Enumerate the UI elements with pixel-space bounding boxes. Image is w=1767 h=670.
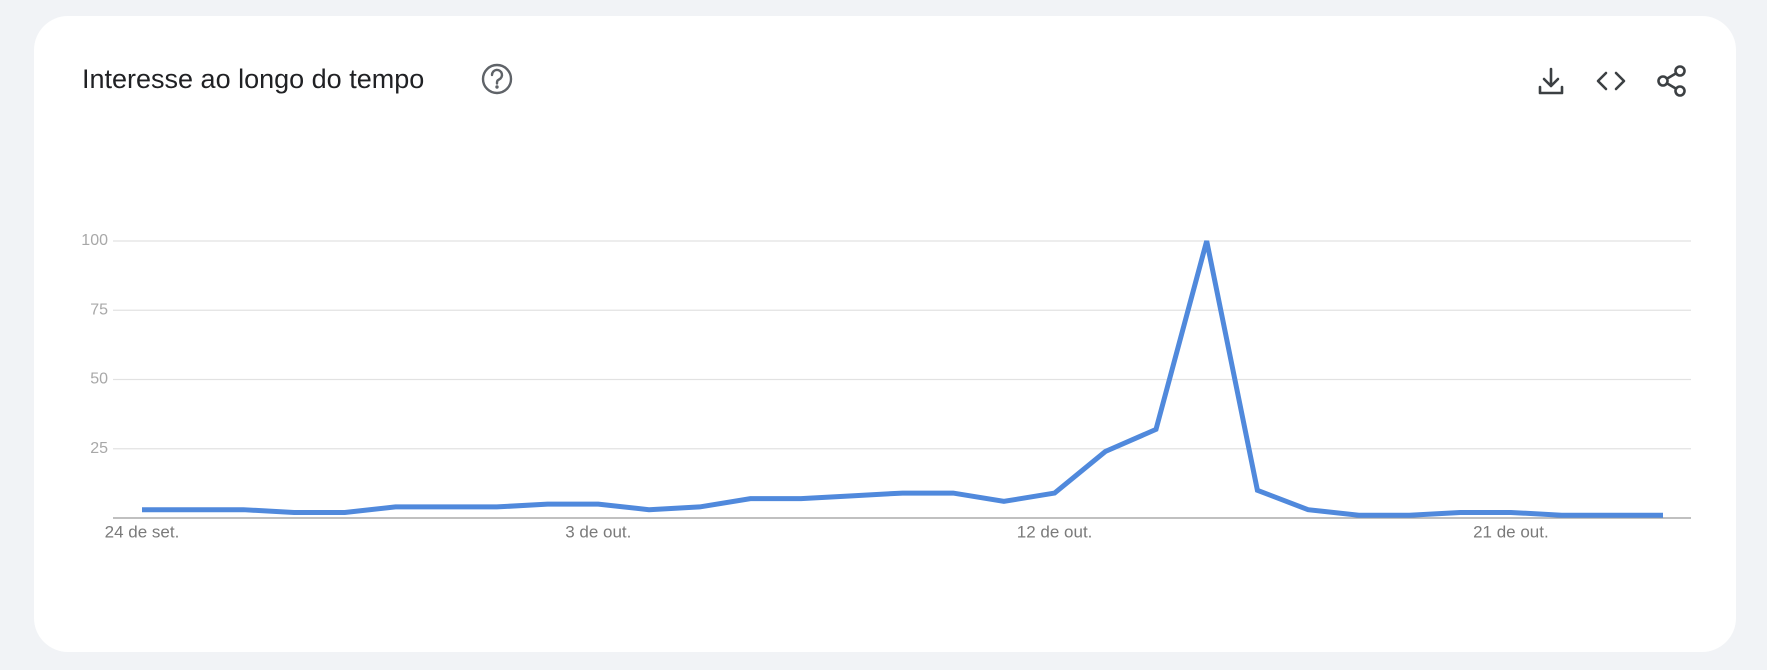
- y-tick-label: 75: [90, 301, 108, 318]
- x-tick-label: 24 de set.: [105, 522, 180, 541]
- x-tick-label: 3 de out.: [565, 522, 631, 541]
- y-tick-label: 25: [90, 440, 108, 457]
- y-tick-label: 50: [90, 371, 108, 388]
- card: [34, 16, 1736, 652]
- help-icon[interactable]: [481, 63, 513, 95]
- line-series: [142, 240, 1663, 518]
- embed-icon[interactable]: [1596, 71, 1626, 91]
- share-icon[interactable]: [1657, 65, 1686, 97]
- y-tick-label: 100: [81, 232, 108, 249]
- chart-title: Interesse ao longo do tempo: [82, 64, 424, 94]
- download-icon[interactable]: [1538, 67, 1564, 95]
- x-tick-label: 21 de out.: [1473, 522, 1549, 541]
- x-tick-label: 12 de out.: [1017, 522, 1093, 541]
